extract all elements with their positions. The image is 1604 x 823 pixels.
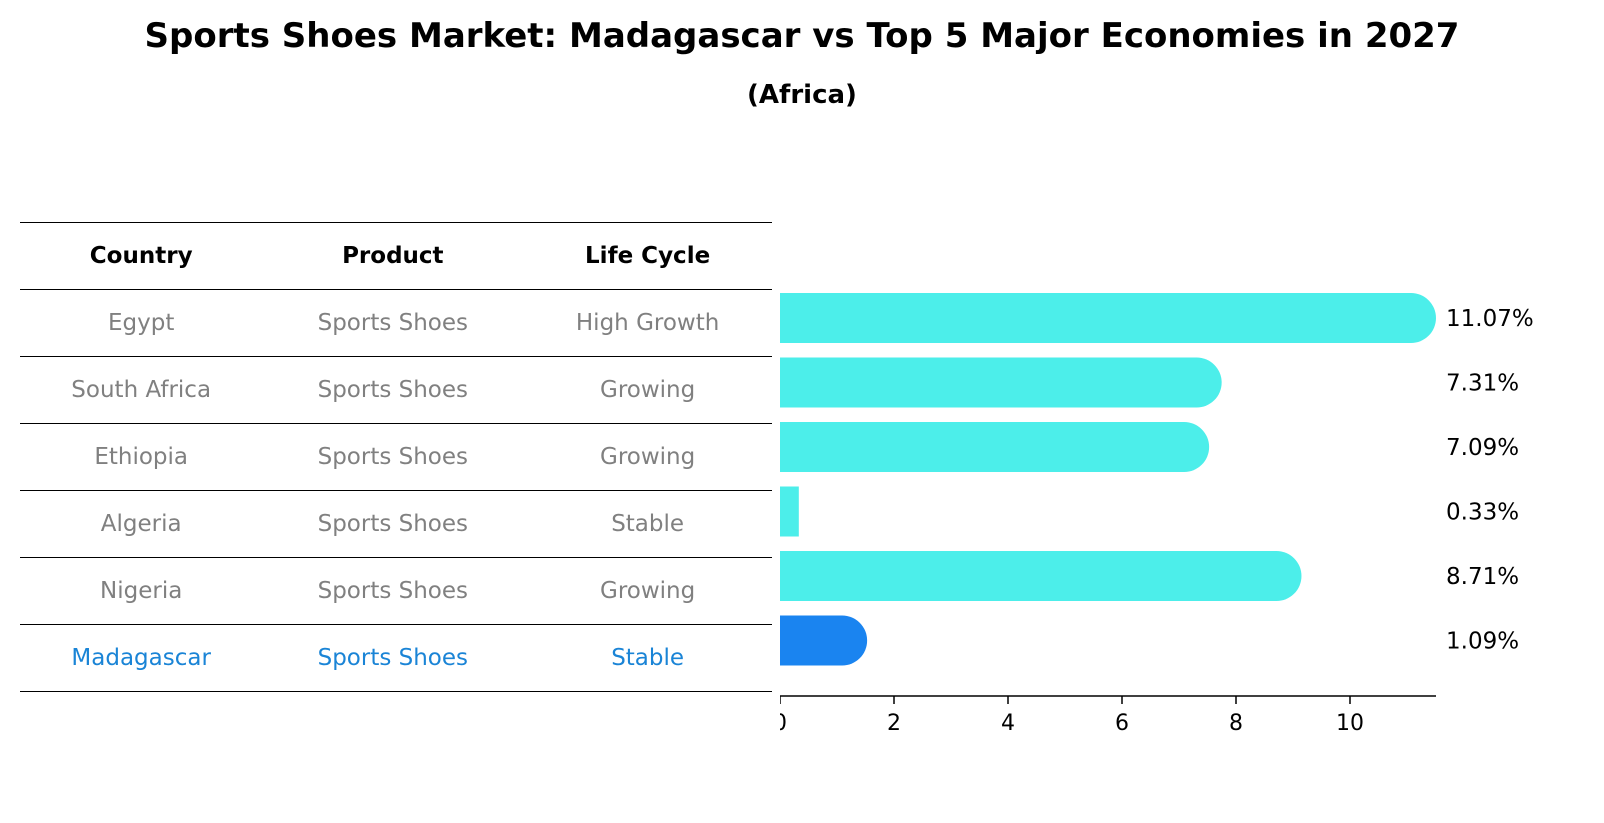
bar-algeria: [780, 486, 799, 537]
header-life-cycle: Life Cycle: [523, 222, 772, 290]
cell-life-cycle: High Growth: [523, 289, 772, 357]
value-label: 7.09%: [1446, 435, 1519, 461]
bar-nigeria: [780, 551, 1302, 601]
x-tick-label: 6: [1115, 711, 1129, 736]
cell-product: Sports Shoes: [262, 356, 524, 424]
cell-country: Madagascar: [20, 624, 263, 692]
cell-product: Sports Shoes: [262, 557, 524, 625]
cell-life-cycle: Growing: [523, 356, 772, 424]
value-label: 7.31%: [1446, 371, 1519, 397]
cell-country: Algeria: [20, 490, 263, 558]
cell-product: Sports Shoes: [262, 490, 524, 558]
cell-country: Egypt: [20, 289, 263, 357]
cell-product: Sports Shoes: [262, 624, 524, 692]
chart-subtitle: (Africa): [747, 80, 857, 110]
header-country: Country: [20, 222, 263, 290]
table-header-row: Country Product Life Cycle: [20, 222, 772, 290]
bar-chart: 11.07% 7.31% 7.09% 0.33% 8.71% 1.09% 0 2 4 6 8 10: [780, 293, 1534, 736]
bar-ethiopia: [780, 422, 1210, 472]
x-axis: 0 2 4 6 8 10: [780, 695, 1436, 736]
cell-country: Nigeria: [20, 557, 263, 625]
table-row: Nigeria Sports Shoes Growing: [20, 557, 772, 625]
cell-product: Sports Shoes: [262, 289, 524, 357]
header-product: Product: [262, 222, 524, 290]
value-label: 1.09%: [1446, 629, 1519, 655]
table-row: South Africa Sports Shoes Growing: [20, 356, 772, 424]
cell-life-cycle: Stable: [523, 490, 772, 558]
cell-life-cycle: Growing: [523, 557, 772, 625]
cell-life-cycle: Stable: [523, 624, 772, 692]
bars-group: [780, 293, 1436, 666]
x-tick-label: 2: [887, 711, 901, 736]
table-row-highlighted: Madagascar Sports Shoes Stable: [20, 624, 772, 692]
x-tick-label: 4: [1001, 711, 1015, 736]
value-label: 11.07%: [1446, 306, 1534, 332]
value-label: 8.71%: [1446, 564, 1519, 590]
bar-egypt: [780, 293, 1436, 343]
x-tick-label: 8: [1229, 711, 1243, 736]
table-row: Ethiopia Sports Shoes Growing: [20, 423, 772, 491]
value-labels-group: 11.07% 7.31% 7.09% 0.33% 8.71% 1.09%: [1446, 306, 1534, 655]
cell-country: South Africa: [20, 356, 263, 424]
table-row: Algeria Sports Shoes Stable: [20, 490, 772, 558]
x-tick-label: 10: [1336, 711, 1364, 736]
cell-country: Ethiopia: [20, 423, 263, 491]
bar-south-africa: [780, 357, 1222, 408]
table-row: Egypt Sports Shoes High Growth: [20, 289, 772, 357]
comparison-table: Country Product Life Cycle Egypt Sports …: [20, 222, 772, 692]
bar-madagascar: [780, 615, 868, 666]
value-label: 0.33%: [1446, 500, 1519, 526]
cell-life-cycle: Growing: [523, 423, 772, 491]
chart-title: Sports Shoes Market: Madagascar vs Top 5…: [144, 16, 1460, 56]
x-tick-label: 0: [780, 711, 787, 736]
cell-product: Sports Shoes: [262, 423, 524, 491]
